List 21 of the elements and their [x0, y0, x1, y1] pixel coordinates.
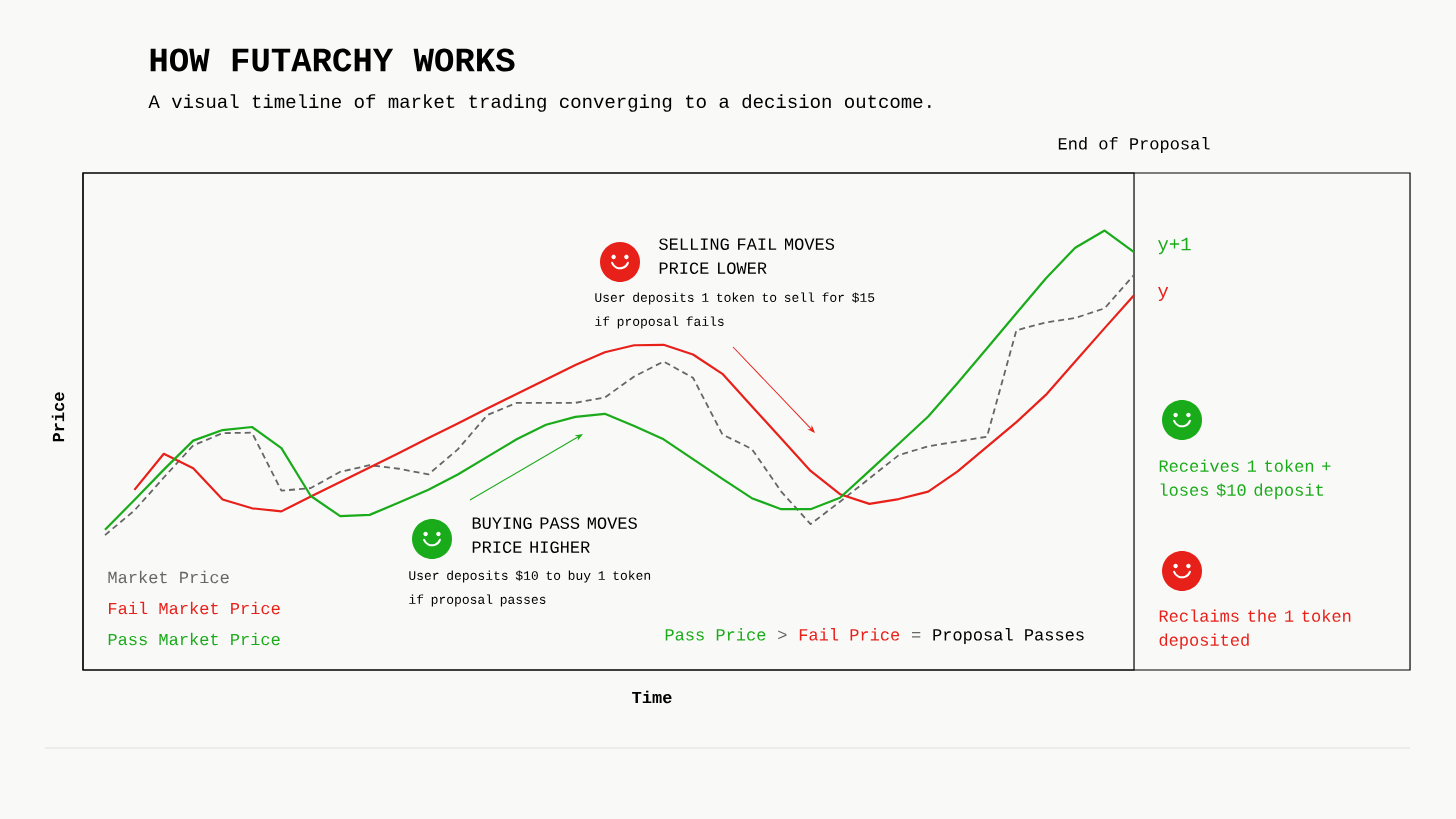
- annotation: Fail Price: [799, 628, 900, 641]
- annotation: User deposits $10 to buy 1 token if proposal passes: [409, 570, 651, 607]
- annotation: Pass Price: [665, 628, 766, 641]
- annotation: User deposits 1 token to sell for $15 if proposal fails: [595, 292, 875, 329]
- text: y: [1158, 287, 1169, 301]
- chart-title: HOW FUTARCHY WORKS: [150, 48, 515, 72]
- text: Pass Market Price: [108, 632, 280, 646]
- text: Receives 1 token + loses $10 deposit: [1159, 459, 1331, 500]
- annotation: BUYING PASS MOVES PRICE HIGHER: [472, 517, 637, 553]
- annotation: SELLING FAIL MOVES PRICE LOWER: [659, 238, 835, 274]
- chart-subtitle: A visual timeline of market trading converging to a decision outcome.: [148, 94, 931, 112]
- text: Market Price: [108, 570, 229, 584]
- annotation: Proposal Passes: [933, 628, 1084, 644]
- text: End of Proposal: [1058, 137, 1210, 153]
- y-axis-title: Price: [51, 392, 65, 442]
- text: Fail Market Price: [109, 601, 280, 615]
- text: Reclaims the 1 token deposited: [1159, 609, 1351, 650]
- annotation: =: [912, 632, 921, 638]
- x-axis-title: Time: [632, 690, 672, 704]
- text: y+1: [1158, 237, 1191, 255]
- annotation: >: [778, 630, 787, 640]
